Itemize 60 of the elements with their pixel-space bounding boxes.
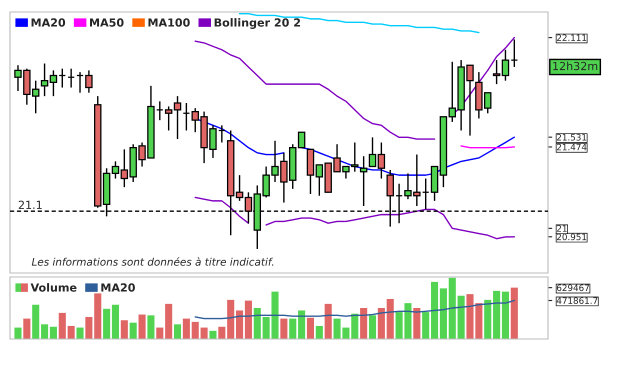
bar [209,330,217,339]
y-tick-label: 22.111 [556,34,586,41]
bar [120,320,128,339]
bar [502,292,509,339]
bar [334,318,341,339]
candlestick [156,100,164,121]
candlestick [58,68,66,88]
bar [271,292,279,339]
legend-label: MA20 [101,283,135,292]
y-tick-label: 21 [556,225,567,232]
y-tick-label: 20.951 [556,234,586,240]
bar [130,322,137,339]
bar [103,308,110,339]
bar [236,310,244,339]
bar [306,318,314,339]
bar [368,315,376,339]
ref-line-label: 21.1 [18,200,42,209]
y-tick-label: 471861.7 [556,297,598,304]
bar [244,300,252,339]
bar [404,303,412,339]
legend-label: MA100 [148,18,190,27]
bar [422,312,430,339]
bar [147,315,154,339]
bar [475,303,482,339]
bar [466,294,474,339]
bar [112,304,120,339]
bar [360,308,368,339]
bar [510,288,518,339]
legend-label: Volume [30,283,76,292]
candlestick [85,70,93,94]
bar [316,326,323,339]
y-tick-label: 21.531 [556,134,586,141]
bar [138,314,146,339]
bar [23,318,30,339]
bar [280,318,288,339]
candlestick [360,156,368,207]
line-series [194,300,516,320]
bar [431,282,438,339]
bar [174,324,182,339]
candlestick [422,178,430,210]
text: 12h32m [553,62,598,70]
y-tick-label: 21.474 [556,144,586,150]
legend-label: MA20 [32,18,66,27]
bar [50,326,57,339]
annotation: Les informations sont données à titre indicatif. [32,257,274,266]
bar [32,304,40,339]
candlestick [182,102,190,132]
bar [396,312,403,339]
candlestick [76,71,84,94]
candlestick [67,68,75,88]
legend-label: MA50 [90,18,124,27]
candlestick [510,38,518,68]
bar [324,304,332,339]
bar [76,328,84,339]
bar [14,328,22,339]
y-tick-label: 629467 [556,284,589,292]
candlestick [218,124,226,144]
legend-label: Bollinger 20 2 [214,18,300,29]
bar [41,324,48,339]
bar [413,308,420,339]
